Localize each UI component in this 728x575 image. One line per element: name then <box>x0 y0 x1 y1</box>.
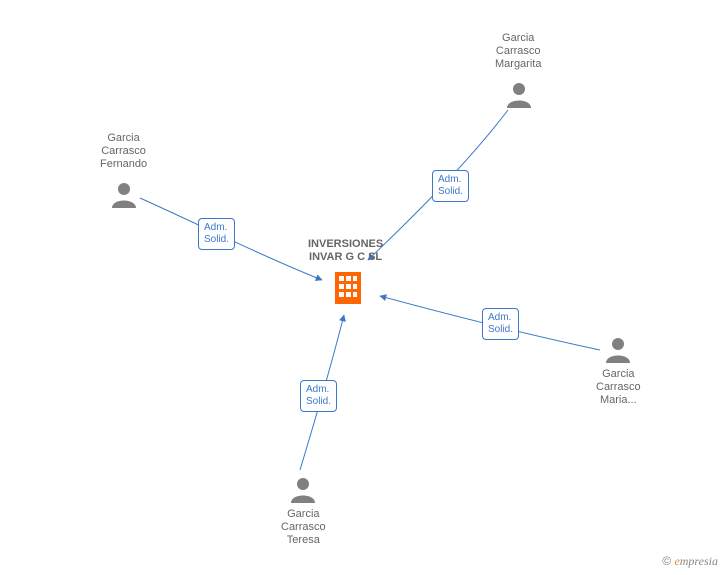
edge-badge-n1: Adm. Solid. <box>198 218 235 250</box>
copyright: © empresia <box>662 554 718 569</box>
person-icon <box>110 180 138 208</box>
person-icon <box>505 80 533 108</box>
node-label-n3: Garcia Carrasco Maria... <box>596 368 641 407</box>
copyright-symbol: © <box>662 554 671 568</box>
node-label-n4: Garcia Carrasco Teresa <box>281 508 326 547</box>
person-icon <box>604 335 632 363</box>
node-label-n2: Garcia Carrasco Margarita <box>495 32 541 71</box>
edges-layer <box>0 0 728 575</box>
person-icon <box>289 475 317 503</box>
edge-badge-n2: Adm. Solid. <box>432 170 469 202</box>
center-node-label: INVERSIONES INVAR G C SL <box>308 238 383 264</box>
diagram-canvas: Adm. Solid. Adm. Solid. Adm. Solid. Adm.… <box>0 0 728 575</box>
building-icon <box>332 270 364 306</box>
edge-badge-n3: Adm. Solid. <box>482 308 519 340</box>
edge-badge-n4: Adm. Solid. <box>300 380 337 412</box>
node-label-n1: Garcia Carrasco Fernando <box>100 132 147 171</box>
brand-rest: mpresia <box>680 554 718 568</box>
